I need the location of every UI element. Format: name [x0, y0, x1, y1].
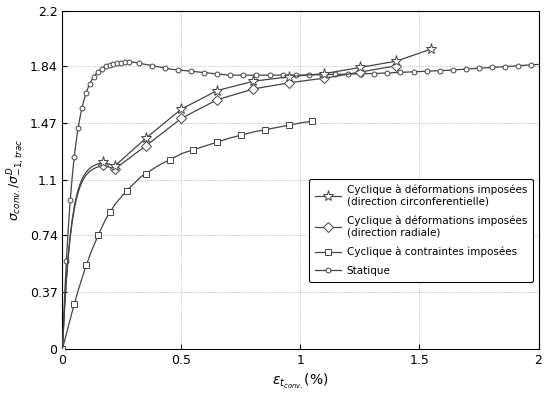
- X-axis label: $\varepsilon_{t_{conv.}}(\%)$: $\varepsilon_{t_{conv.}}(\%)$: [272, 372, 329, 391]
- Y-axis label: $\sigma_{conv.}/\sigma^{D}_{-1,trac}$: $\sigma_{conv.}/\sigma^{D}_{-1,trac}$: [5, 139, 27, 221]
- Legend: Cyclique à déformations imposées
(direction circonferentielle), Cyclique à défor: Cyclique à déformations imposées (direct…: [309, 179, 533, 282]
